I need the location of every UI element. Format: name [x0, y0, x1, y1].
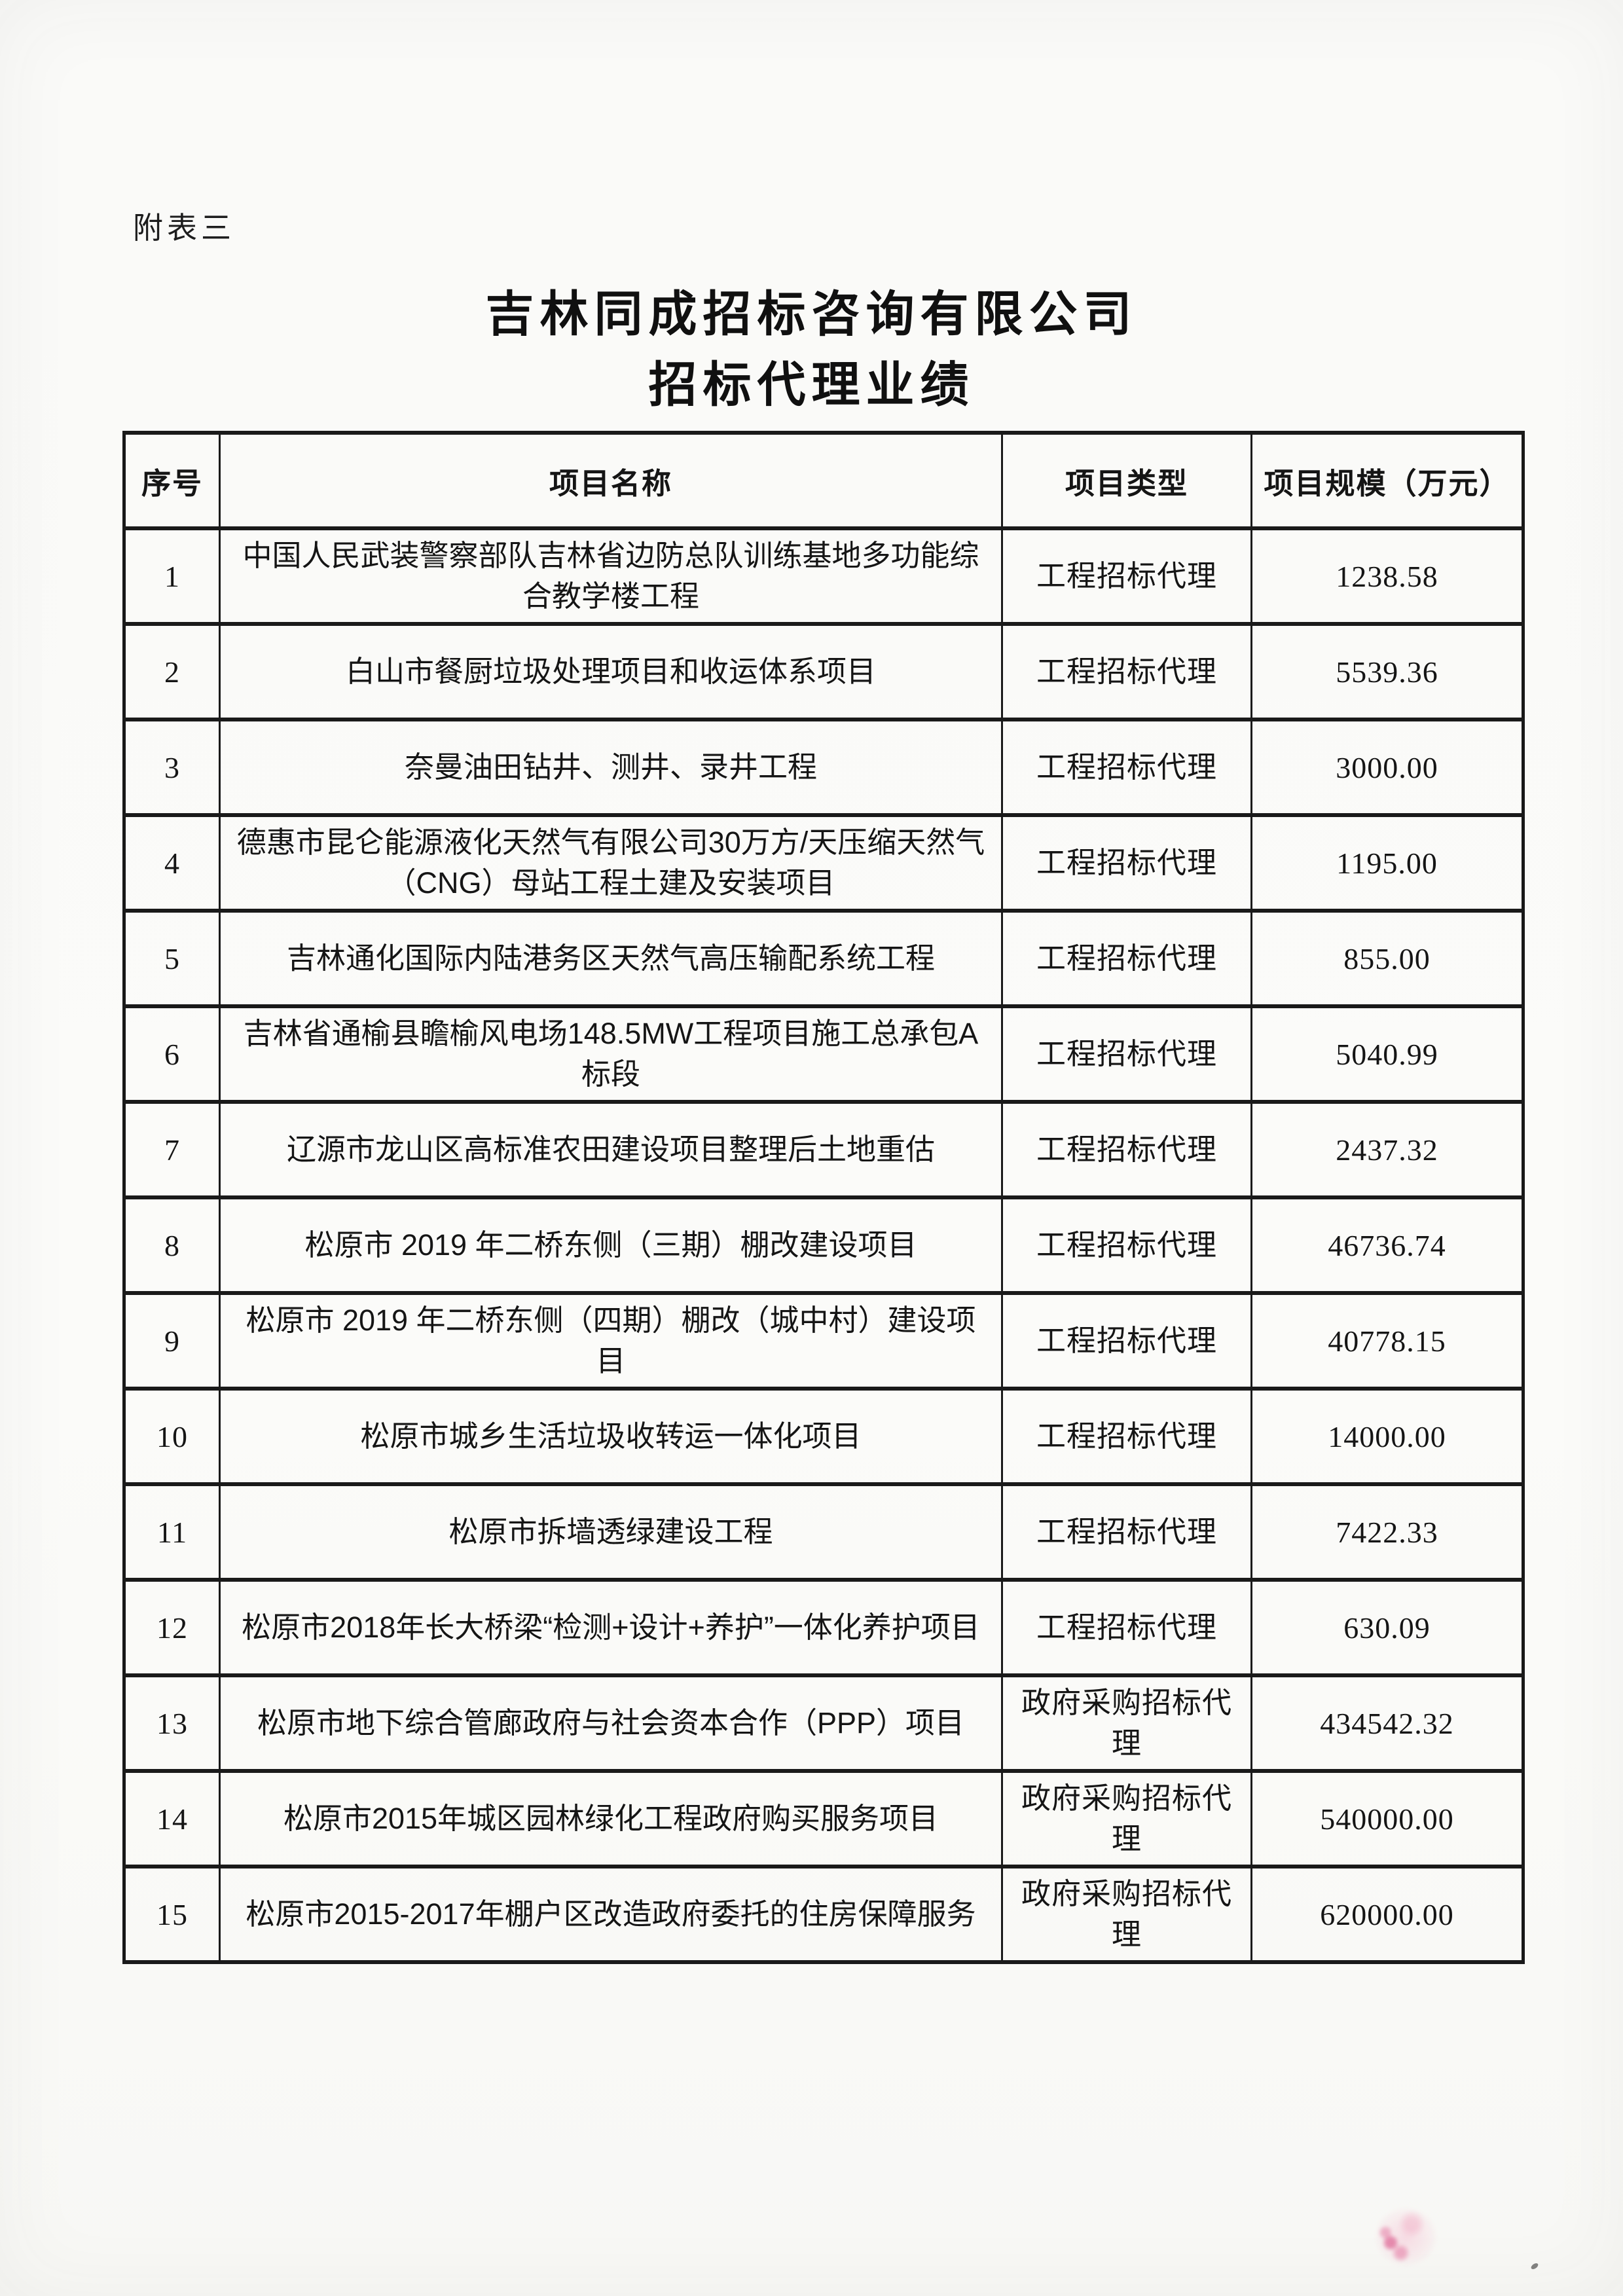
- table-row: 8 松原市 2019 年二桥东侧（三期）棚改建设项目 工程招标代理 46736.74: [123, 1195, 1524, 1295]
- cell-project-name: 松原市地下综合管廊政府与社会资本合作（PPP）项目: [219, 1673, 1003, 1773]
- header-row: 序号 项目名称 项目类型 项目规模（万元）: [123, 431, 1524, 530]
- cell-project-type: 工程招标代理: [1001, 1195, 1252, 1295]
- cell-project-name: 松原市拆墙透绿建设工程: [219, 1482, 1003, 1582]
- cell-project-scale: 434542.32: [1250, 1673, 1524, 1773]
- cell-project-name: 奈曼油田钻井、测井、录井工程: [219, 718, 1003, 817]
- cell-project-scale: 540000.00: [1250, 1769, 1524, 1868]
- table-row: 7 辽源市龙山区高标准农田建设项目整理后土地重估 工程招标代理 2437.32: [123, 1100, 1524, 1199]
- cell-project-type: 工程招标代理: [1001, 526, 1252, 626]
- pink-ink-stain: [1365, 2190, 1450, 2275]
- cell-project-scale: 2437.32: [1250, 1100, 1524, 1199]
- performance-table: 序号 项目名称 项目类型 项目规模（万元） 1 中国人民武装警察部队吉林省边防总队…: [122, 431, 1525, 1964]
- header-project-type: 项目类型: [1001, 431, 1252, 530]
- cell-project-name: 松原市 2019 年二桥东侧（四期）棚改（城中村）建设项目: [219, 1291, 1003, 1391]
- cell-project-type: 工程招标代理: [1001, 813, 1252, 913]
- table-row: 4 德惠市昆仑能源液化天然气有限公司30万方/天压缩天然气（CNG）母站工程土建及…: [123, 813, 1524, 913]
- cell-serial-number: 11: [123, 1482, 221, 1582]
- cell-project-type: 工程招标代理: [1001, 909, 1252, 1008]
- cell-project-name: 白山市餐厨垃圾处理项目和收运体系项目: [219, 622, 1003, 721]
- table-row: 1 中国人民武装警察部队吉林省边防总队训练基地多功能综合教学楼工程 工程招标代理 12…: [123, 526, 1524, 626]
- cell-serial-number: 12: [123, 1578, 221, 1677]
- cell-project-name: 松原市2015年城区园林绿化工程政府购买服务项目: [219, 1769, 1003, 1868]
- document-title: 吉林同成招标咨询有限公司 招标代理业绩: [0, 279, 1623, 420]
- cell-project-name: 中国人民武装警察部队吉林省边防总队训练基地多功能综合教学楼工程: [219, 526, 1003, 626]
- cell-serial-number: 7: [123, 1100, 221, 1199]
- cell-project-type: 工程招标代理: [1001, 1578, 1252, 1677]
- cell-project-type: 政府采购招标代理: [1001, 1865, 1252, 1964]
- table-row: 6 吉林省通榆县瞻榆风电场148.5MW工程项目施工总承包A标段 工程招标代理 504…: [123, 1004, 1524, 1104]
- document-title-line1: 吉林同成招标咨询有限公司: [485, 287, 1138, 341]
- cell-project-name: 吉林省通榆县瞻榆风电场148.5MW工程项目施工总承包A标段: [219, 1004, 1003, 1104]
- cell-project-scale: 1238.58: [1250, 526, 1524, 626]
- table-row: 12 松原市2018年长大桥梁“检测+设计+养护”一体化养护项目 工程招标代理 630…: [123, 1578, 1524, 1677]
- cell-serial-number: 6: [123, 1004, 221, 1104]
- table-row: 11 松原市拆墙透绿建设工程 工程招标代理 7422.33: [123, 1482, 1524, 1582]
- cell-project-scale: 620000.00: [1250, 1865, 1524, 1964]
- cell-project-type: 工程招标代理: [1001, 1291, 1252, 1391]
- cell-serial-number: 2: [123, 622, 221, 721]
- table-row: 15 松原市2015-2017年棚户区改造政府委托的住房保障服务 政府采购招标代理 6…: [123, 1865, 1524, 1964]
- table-row: 2 白山市餐厨垃圾处理项目和收运体系项目 工程招标代理 5539.36: [123, 622, 1524, 721]
- cell-project-scale: 3000.00: [1250, 718, 1524, 817]
- cell-serial-number: 3: [123, 718, 221, 817]
- cell-project-type: 工程招标代理: [1001, 1387, 1252, 1486]
- table-row: 10 松原市城乡生活垃圾收转运一体化项目 工程招标代理 14000.00: [123, 1387, 1524, 1486]
- cell-project-type: 政府采购招标代理: [1001, 1673, 1252, 1773]
- cell-project-scale: 5040.99: [1250, 1004, 1524, 1104]
- cell-project-name: 吉林通化国际内陆港务区天然气高压输配系统工程: [219, 909, 1003, 1008]
- cell-project-name: 松原市城乡生活垃圾收转运一体化项目: [219, 1387, 1003, 1486]
- cell-project-name: 辽源市龙山区高标准农田建设项目整理后土地重估: [219, 1100, 1003, 1199]
- cell-project-type: 工程招标代理: [1001, 718, 1252, 817]
- cell-serial-number: 15: [123, 1865, 221, 1964]
- header-project-name: 项目名称: [219, 431, 1003, 530]
- header-serial-number: 序号: [123, 431, 221, 530]
- cell-project-scale: 40778.15: [1250, 1291, 1524, 1391]
- cell-serial-number: 1: [123, 526, 221, 626]
- table-row: 14 松原市2015年城区园林绿化工程政府购买服务项目 政府采购招标代理 540000…: [123, 1769, 1524, 1868]
- cell-project-scale: 630.09: [1250, 1578, 1524, 1677]
- cell-project-scale: 1195.00: [1250, 813, 1524, 913]
- table-row: 9 松原市 2019 年二桥东侧（四期）棚改（城中村）建设项目 工程招标代理 4077…: [123, 1291, 1524, 1391]
- cell-project-name: 德惠市昆仑能源液化天然气有限公司30万方/天压缩天然气（CNG）母站工程土建及安…: [219, 813, 1003, 913]
- cell-project-type: 工程招标代理: [1001, 1482, 1252, 1582]
- cell-serial-number: 4: [123, 813, 221, 913]
- cell-project-scale: 855.00: [1250, 909, 1524, 1008]
- scan-speck: [1530, 2262, 1539, 2270]
- cell-serial-number: 5: [123, 909, 221, 1008]
- cell-project-scale: 46736.74: [1250, 1195, 1524, 1295]
- cell-project-scale: 7422.33: [1250, 1482, 1524, 1582]
- table-row: 13 松原市地下综合管廊政府与社会资本合作（PPP）项目 政府采购招标代理 43454…: [123, 1673, 1524, 1773]
- cell-project-name: 松原市2015-2017年棚户区改造政府委托的住房保障服务: [219, 1865, 1003, 1964]
- document-title-line2: 招标代理业绩: [648, 357, 975, 412]
- page-annotation: 附表三: [133, 211, 235, 245]
- cell-serial-number: 8: [123, 1195, 221, 1295]
- cell-project-scale: 14000.00: [1250, 1387, 1524, 1486]
- cell-project-name: 松原市2018年长大桥梁“检测+设计+养护”一体化养护项目: [219, 1578, 1003, 1677]
- header-project-scale: 项目规模（万元）: [1250, 431, 1524, 530]
- cell-serial-number: 10: [123, 1387, 221, 1486]
- cell-project-name: 松原市 2019 年二桥东侧（三期）棚改建设项目: [219, 1195, 1003, 1295]
- cell-project-type: 工程招标代理: [1001, 1100, 1252, 1199]
- cell-project-type: 工程招标代理: [1001, 1004, 1252, 1104]
- cell-project-type: 政府采购招标代理: [1001, 1769, 1252, 1868]
- table-row: 5 吉林通化国际内陆港务区天然气高压输配系统工程 工程招标代理 855.00: [123, 909, 1524, 1008]
- cell-project-type: 工程招标代理: [1001, 622, 1252, 721]
- cell-project-scale: 5539.36: [1250, 622, 1524, 721]
- cell-serial-number: 14: [123, 1769, 221, 1868]
- cell-serial-number: 13: [123, 1673, 221, 1773]
- cell-serial-number: 9: [123, 1291, 221, 1391]
- table-row: 3 奈曼油田钻井、测井、录井工程 工程招标代理 3000.00: [123, 718, 1524, 817]
